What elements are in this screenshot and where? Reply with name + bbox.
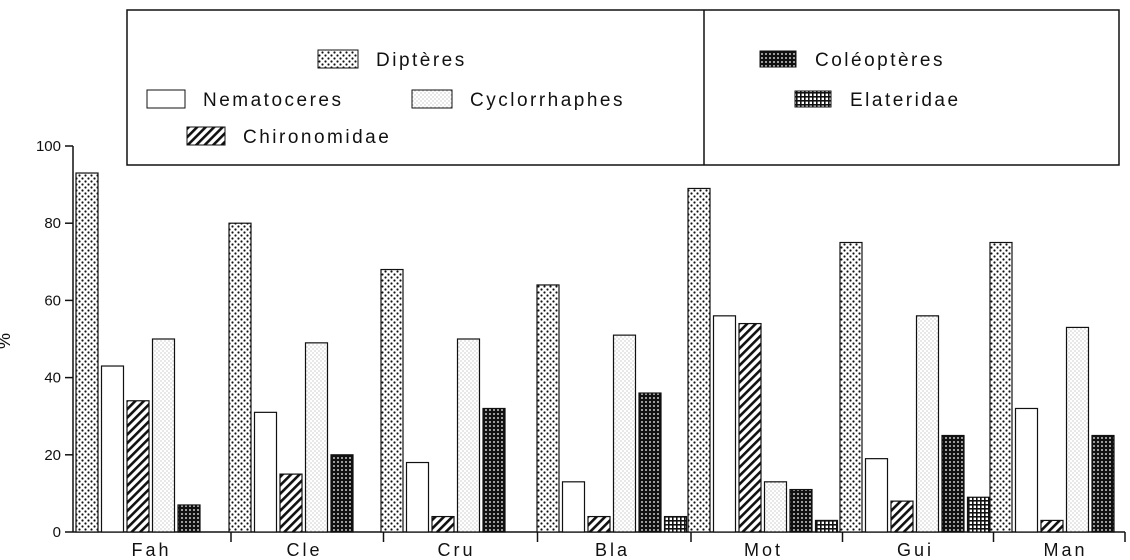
- bar-dots-mot: [687, 187, 711, 533]
- bar-white-fah: [100, 365, 125, 533]
- bar-lightdots-fah: [151, 338, 176, 533]
- bar-lightdots-man: [1065, 326, 1090, 533]
- bar-dots-gui: [839, 241, 863, 533]
- y-tick-label: 80: [44, 215, 61, 232]
- bar-white-gui: [864, 458, 889, 533]
- bar-dark-bla: [638, 392, 662, 533]
- y-tick-label: 100: [36, 138, 61, 155]
- legend-item-elateridae: Elateridae: [794, 90, 961, 111]
- bar-dots-cle: [228, 222, 252, 533]
- y-tick-label: 60: [44, 292, 61, 309]
- bar-dark-cle: [330, 454, 354, 533]
- legend-label-nematoceres: Nematoceres: [203, 90, 344, 111]
- bar-hatch-bla: [587, 515, 611, 533]
- y-tick-label: 40: [44, 370, 61, 387]
- x-tick-label-mot: Mot: [744, 540, 783, 560]
- bar-hatch-gui: [890, 500, 914, 533]
- legend-label-dipteres: Diptères: [376, 50, 467, 71]
- bar-white-cle: [253, 411, 278, 533]
- legend: Diptères Nematoceres Cyclorrhaphes Chiro…: [126, 9, 1120, 166]
- legend-item-dipteres: Diptères: [317, 49, 467, 71]
- x-tick-label-man: Man: [1043, 540, 1087, 560]
- legend-label-elateridae: Elateridae: [850, 90, 961, 111]
- bar-grid-mot: [814, 519, 839, 533]
- bar-hatch-man: [1040, 519, 1064, 533]
- bars: [75, 172, 1115, 533]
- bar-white-cru: [405, 461, 430, 533]
- legend-label-chironomidae: Chironomidae: [243, 127, 391, 148]
- bar-hatch-mot: [738, 322, 762, 533]
- bar-lightdots-mot: [763, 481, 788, 533]
- bar-hatch-cru: [431, 515, 455, 533]
- bar-dots-fah: [75, 172, 99, 533]
- bar-lightdots-gui: [915, 315, 940, 533]
- y-axis-title: %: [0, 333, 14, 349]
- bar-white-mot: [712, 315, 737, 533]
- bar-dark-mot: [789, 488, 813, 533]
- bar-dots-man: [989, 241, 1013, 533]
- bar-dark-gui: [941, 434, 965, 533]
- legend-item-coleopteres: Coléoptères: [759, 50, 945, 71]
- bar-dark-fah: [177, 504, 201, 533]
- x-tick-label-cle: Cle: [286, 540, 322, 560]
- bar-white-man: [1014, 407, 1039, 533]
- bar-lightdots-cru: [456, 338, 481, 533]
- bar-lightdots-cle: [304, 342, 329, 533]
- x-tick-label-bla: Bla: [595, 540, 630, 560]
- bar-white-bla: [561, 481, 586, 533]
- bar-dots-cru: [380, 268, 404, 533]
- bar-grid-gui: [966, 496, 991, 533]
- bar-lightdots-bla: [612, 334, 637, 533]
- bar-grid-bla: [663, 515, 688, 533]
- y-tick-label: 0: [53, 524, 61, 541]
- legend-item-cyclorrhaphes: Cyclorrhaphes: [411, 89, 625, 111]
- legend-item-chironomidae: Chironomidae: [186, 126, 391, 148]
- bar-dark-man: [1091, 434, 1115, 533]
- legend-label-coleopteres: Coléoptères: [815, 50, 945, 71]
- bar-dots-bla: [536, 284, 560, 533]
- legend-label-cyclorrhaphes: Cyclorrhaphes: [470, 90, 625, 111]
- bar-hatch-fah: [126, 400, 150, 533]
- y-tick-label: 20: [44, 447, 61, 464]
- bar-dark-cru: [482, 407, 506, 533]
- x-tick-label-cru: Cru: [437, 540, 475, 560]
- x-tick-label-gui: Gui: [897, 540, 934, 560]
- x-tick-label-fah: Fah: [131, 540, 171, 560]
- legend-item-nematoceres: Nematoceres: [146, 89, 344, 111]
- bar-hatch-cle: [279, 473, 303, 533]
